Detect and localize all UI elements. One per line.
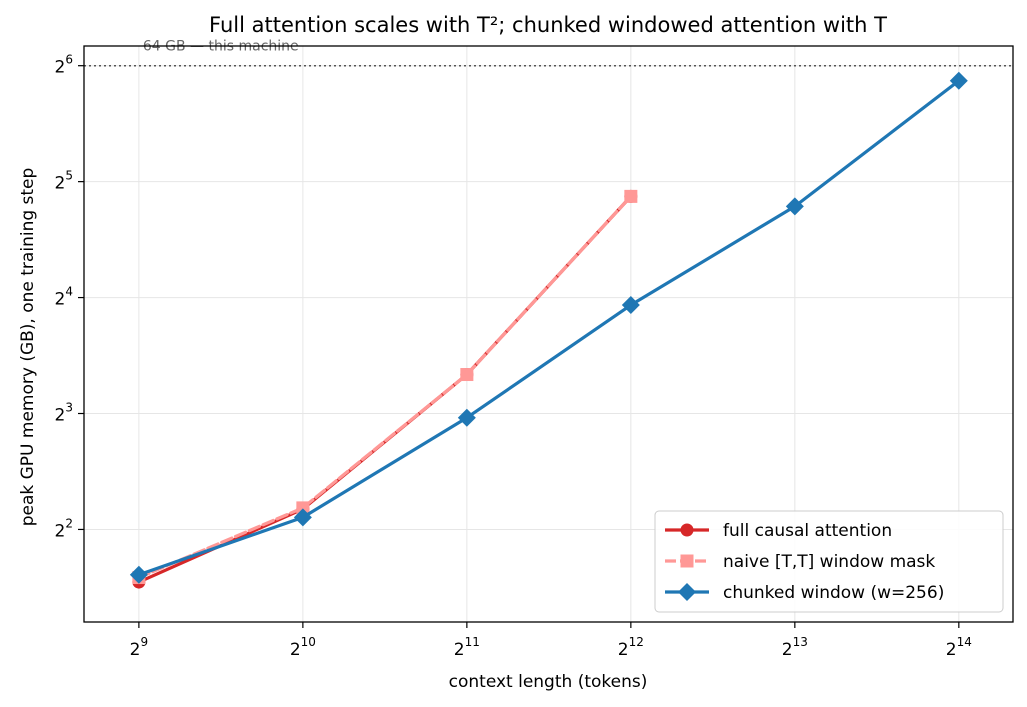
y-tick-label: 24 <box>55 285 73 310</box>
data-point <box>785 197 804 216</box>
series-1 <box>132 189 638 585</box>
y-axis-ticks: 22 23 24 25 26 <box>55 53 84 541</box>
x-tick-label: 213 <box>782 635 808 660</box>
x-tick-label: 210 <box>290 635 316 660</box>
series-layer <box>129 71 968 589</box>
y-tick-label: 26 <box>55 53 73 78</box>
series-line <box>137 194 633 584</box>
data-point <box>624 189 638 203</box>
chart-title: Full attention scales with T²; chunked w… <box>209 13 887 37</box>
series-line <box>137 79 961 577</box>
data-point <box>621 296 640 315</box>
series-line <box>137 194 633 580</box>
plot-frame <box>83 45 1014 623</box>
legend-marker <box>680 554 694 568</box>
data-point <box>296 501 310 515</box>
series-0 <box>132 189 638 589</box>
y-tick-label: 23 <box>55 401 73 426</box>
legend-box <box>654 510 1004 613</box>
series-2 <box>129 71 968 584</box>
legend-marker <box>680 523 694 537</box>
legend-label: full causal attention <box>723 521 892 541</box>
x-tick-label: 211 <box>454 635 480 660</box>
y-tick-label: 25 <box>55 169 73 194</box>
reference-line-label: 64 GB — this machine <box>143 39 299 55</box>
legend-label: chunked window (w=256) <box>723 583 944 603</box>
x-axis-label: context length (tokens) <box>449 672 648 692</box>
y-axis-label: peak GPU memory (GB), one training step <box>18 168 38 527</box>
legend: full causal attention naive [T,T] window … <box>654 510 1004 613</box>
data-point <box>457 408 476 427</box>
data-point <box>460 368 474 382</box>
data-point <box>129 565 148 584</box>
x-tick-label: 29 <box>130 635 148 660</box>
y-tick-label: 22 <box>55 516 73 541</box>
grid <box>84 46 1013 622</box>
x-tick-label: 212 <box>618 635 644 660</box>
data-point <box>949 71 968 90</box>
x-axis-ticks: 29 210 211 212 213 214 <box>130 622 972 660</box>
legend-marker <box>678 583 696 601</box>
x-tick-label: 214 <box>946 635 972 660</box>
legend-label: naive [T,T] window mask <box>723 552 935 572</box>
data-point <box>293 508 312 527</box>
